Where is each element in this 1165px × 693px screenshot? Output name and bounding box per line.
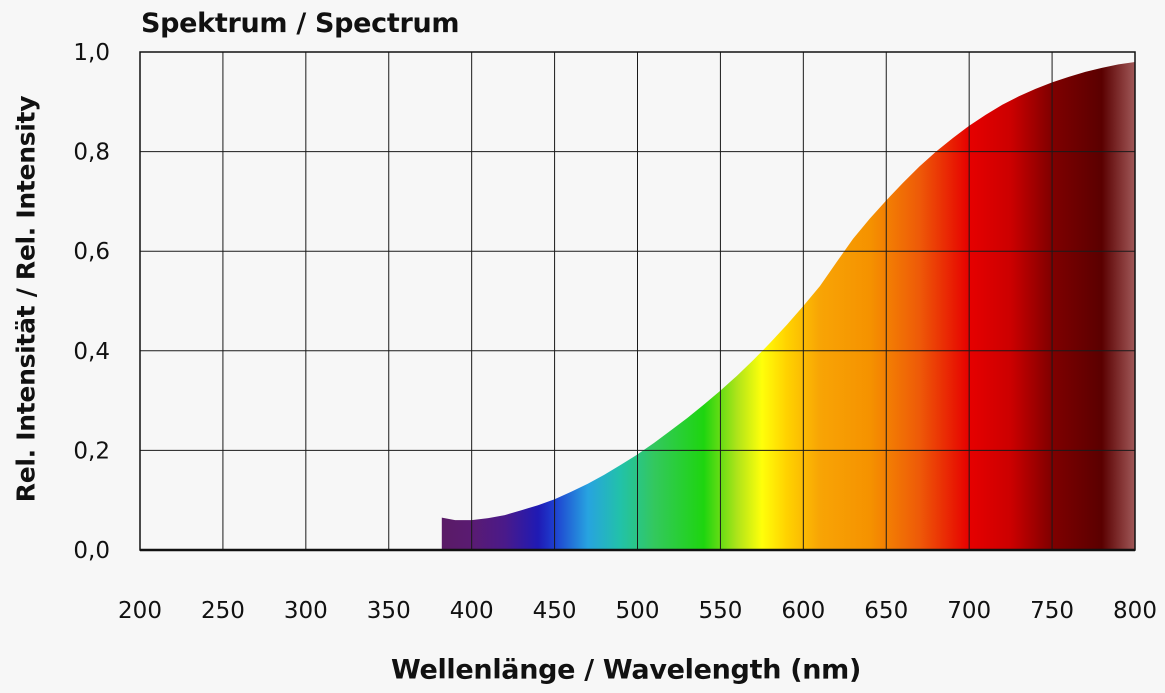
x-tick-label: 500: [616, 598, 660, 624]
x-tick-label: 600: [781, 598, 825, 624]
y-tick-label: 0,4: [73, 339, 110, 365]
x-tick-label: 400: [450, 598, 494, 624]
x-tick-label: 550: [698, 598, 742, 624]
x-tick-label: 800: [1113, 598, 1157, 624]
y-tick-label: 0,0: [73, 538, 110, 564]
x-tick-label: 300: [284, 598, 328, 624]
y-tick-label: 0,2: [73, 438, 110, 464]
x-tick-label: 250: [201, 598, 245, 624]
y-tick-label: 0,8: [73, 140, 110, 166]
x-tick-label: 450: [533, 598, 577, 624]
chart-title: Spektrum / Spectrum: [141, 8, 460, 39]
x-tick-label: 200: [118, 598, 162, 624]
spectrum-area: [441, 62, 1135, 550]
x-axis-label: Wellenlänge / Wavelength (nm): [390, 654, 862, 686]
x-tick-label: 350: [367, 598, 411, 624]
x-tick-label: 700: [947, 598, 991, 624]
x-tick-label: 750: [1030, 598, 1074, 624]
y-tick-label: 0,6: [73, 239, 110, 265]
x-tick-label: 650: [864, 598, 908, 624]
y-tick-label: 1,0: [73, 40, 110, 66]
